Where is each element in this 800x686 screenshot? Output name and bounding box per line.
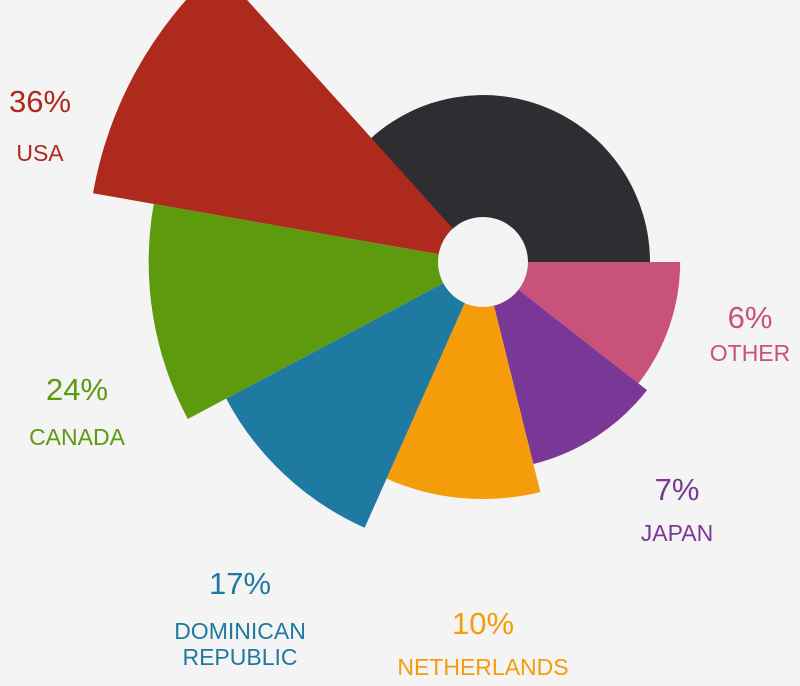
category-label: NETHERLANDS <box>397 654 569 680</box>
segment <box>148 203 483 419</box>
category-label: CANADA <box>29 424 125 450</box>
segments <box>93 0 681 528</box>
value-label: 6% <box>727 300 773 335</box>
category-label: OTHER <box>709 340 791 366</box>
value-label: 24% <box>45 372 109 407</box>
value-label: 17% <box>208 566 272 601</box>
value-label: 7% <box>654 472 700 507</box>
category-label: USA <box>16 140 64 166</box>
segment <box>483 262 681 384</box>
segment <box>386 262 541 500</box>
segment <box>226 262 483 528</box>
segment <box>93 0 483 262</box>
segment <box>483 262 648 464</box>
category-label: DOMINICAN REPUBLIC <box>174 618 306 671</box>
category-label: JAPAN <box>640 520 714 546</box>
decorative-segment <box>369 95 650 262</box>
center-hole <box>438 217 528 307</box>
value-label: 36% <box>8 84 72 119</box>
value-label: 10% <box>451 606 515 641</box>
